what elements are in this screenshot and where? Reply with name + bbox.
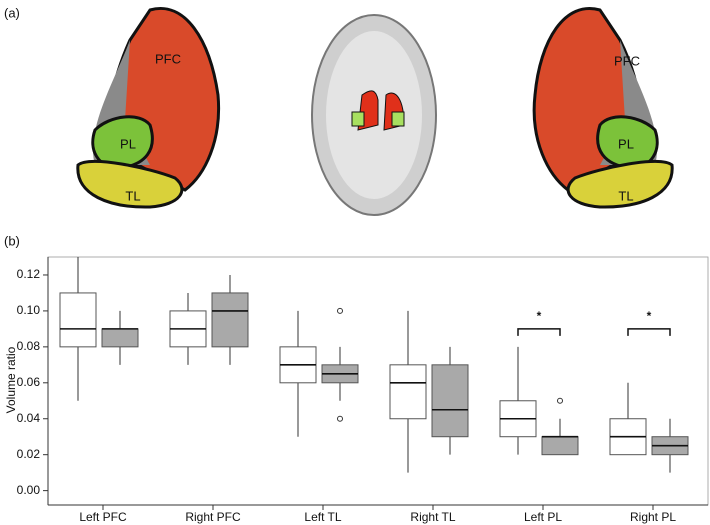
region-label: PL: [120, 136, 136, 151]
panel-label: (b): [4, 233, 20, 248]
significance-label: *: [647, 309, 652, 323]
significance-label: *: [537, 309, 542, 323]
plot-frame: [47, 256, 709, 506]
x-tick-label: Left TL: [304, 510, 341, 524]
panel-label: (a): [4, 5, 20, 20]
y-tick-label: 0.02: [17, 447, 41, 461]
y-tick-label: 0.12: [17, 267, 41, 281]
x-tick-label: Left PL: [524, 510, 562, 524]
left-brain: PFC PL TL: [76, 7, 221, 209]
axial-slice: [311, 14, 437, 216]
x-tick-label: Left PFC: [79, 510, 127, 524]
right-brain: PFC PL TL: [532, 7, 674, 209]
box: [431, 364, 469, 438]
y-tick-label: 0.08: [17, 339, 41, 353]
outlier: [337, 415, 343, 422]
box: [211, 292, 249, 348]
x-tick-label: Right PL: [630, 510, 676, 524]
y-tick-label: 0.00: [17, 483, 41, 497]
x-tick-label: Right TL: [410, 510, 455, 524]
x-tick-label: Right PFC: [185, 510, 241, 524]
region-label: PL: [618, 136, 634, 151]
significance-bracket: [627, 328, 671, 336]
significance-bracket: [517, 328, 561, 336]
y-tick-label: 0.06: [17, 375, 41, 389]
box: [389, 364, 427, 420]
outlier: [557, 397, 563, 404]
box: [59, 292, 97, 348]
box: [541, 436, 579, 456]
y-tick-label: 0.04: [17, 411, 41, 425]
region-label: TL: [125, 188, 140, 203]
region-label: PFC: [614, 53, 640, 68]
box: [101, 328, 139, 348]
y-axis-label: Volume ratio: [4, 346, 18, 413]
region-label: PFC: [155, 51, 181, 66]
region-label: TL: [618, 188, 633, 203]
y-tick-label: 0.10: [17, 303, 41, 317]
outlier: [337, 307, 343, 314]
